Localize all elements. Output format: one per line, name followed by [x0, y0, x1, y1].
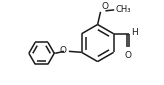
Text: CH₃: CH₃: [115, 5, 131, 14]
Text: O: O: [60, 46, 67, 55]
Text: H: H: [131, 28, 138, 37]
Text: O: O: [125, 51, 132, 60]
Text: O: O: [102, 2, 109, 11]
